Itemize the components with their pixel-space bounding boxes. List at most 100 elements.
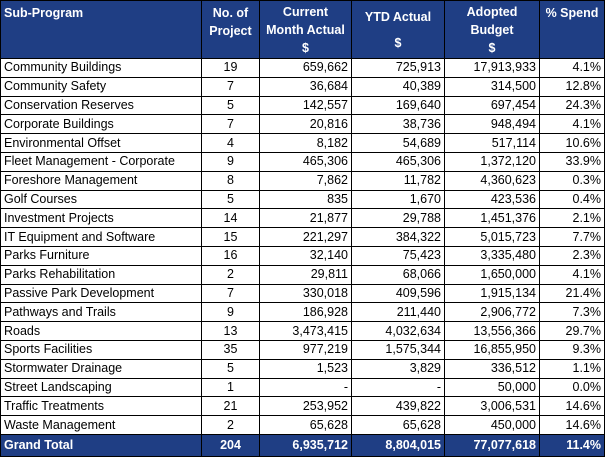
cell-adopted-budget: 3,335,480 (444, 245, 540, 266)
cell-percent-spend: 7.3% (539, 302, 605, 323)
table-row: Golf Courses 5 835 1,670 423,536 0.4% (0, 189, 605, 210)
cell-sub-program: Street Landscaping (0, 377, 202, 398)
cell-percent-spend: 7.7% (539, 227, 605, 247)
cell-adopted-budget: 3,006,531 (444, 396, 540, 417)
cell-sub-program: Parks Furniture (0, 245, 202, 266)
cell-percent-spend: 2.1% (539, 208, 605, 229)
cell-projects: 14 (201, 208, 260, 229)
table-row: Environmental Offset 4 8,182 54,689 517,114 1… (0, 133, 605, 153)
header-sub-program: Sub-Program (0, 0, 202, 59)
cell-ytd-actual: 38,736 (351, 114, 445, 135)
cell-current-month-actual: 659,662 (259, 58, 352, 78)
cell-percent-spend: 14.6% (539, 415, 605, 435)
cell-percent-spend: 24.3% (539, 95, 605, 116)
cell-projects: 5 (201, 358, 260, 379)
cell-ytd-actual: 211,440 (351, 302, 445, 323)
cell-ytd-actual: 169,640 (351, 95, 445, 116)
table-row: Parks Furniture 16 32,140 75,423 3,335,480 2.… (0, 245, 605, 266)
cell-current-month-actual: 186,928 (259, 302, 352, 323)
cell-percent-spend: 10.6% (539, 133, 605, 153)
cell-current-month-actual: 253,952 (259, 396, 352, 417)
cell-sub-program: Community Safety (0, 76, 202, 97)
cell-sub-program: Passive Park Development (0, 283, 202, 304)
cell-adopted-budget: 2,906,772 (444, 302, 540, 323)
cell-sub-program: Corporate Buildings (0, 114, 202, 135)
table-row: Street Landscaping 1- -50,000 0.0% (0, 377, 605, 398)
cell-percent-spend: 0.0% (539, 377, 605, 398)
cell-sub-program: Investment Projects (0, 208, 202, 229)
table-row: Community Safety 7 36,684 40,389 314,500 12.8… (0, 76, 605, 97)
cell-percent-spend: 4.1% (539, 264, 605, 285)
cell-sub-program: Golf Courses (0, 189, 202, 210)
cell-adopted-budget: 1,650,000 (444, 264, 540, 285)
cell-projects: 5 (201, 189, 260, 210)
cell-percent-spend: 1.1% (539, 358, 605, 379)
grand-total-ytd: 8,804,015 (351, 433, 445, 457)
cell-projects: 7 (201, 76, 260, 97)
cell-sub-program: IT Equipment and Software (0, 227, 202, 247)
header-current-line1: Current (282, 4, 329, 19)
cell-sub-program: Fleet Management - Corporate (0, 151, 202, 172)
cell-percent-spend: 4.1% (539, 58, 605, 78)
cell-projects: 9 (201, 151, 260, 172)
cell-current-month-actual: 835 (259, 189, 352, 210)
cell-projects: 9 (201, 302, 260, 323)
cell-adopted-budget: 1,451,376 (444, 208, 540, 229)
header-ytd-line1: YTD Actual (364, 9, 432, 24)
cell-sub-program: Parks Rehabilitation (0, 264, 202, 285)
cell-ytd-actual: 11,782 (351, 170, 445, 191)
cell-current-month-actual: - (259, 377, 352, 398)
cell-adopted-budget: 17,913,933 (444, 58, 540, 78)
cell-current-month-actual: 142,557 (259, 95, 352, 116)
table-row: Roads 13 3,473,415 4,032,634 13,556,366 29.7% (0, 321, 605, 341)
grand-total-budget: 77,077,618 (444, 433, 540, 457)
cell-current-month-actual: 20,816 (259, 114, 352, 135)
cell-sub-program: Community Buildings (0, 58, 202, 78)
cell-sub-program: Waste Management (0, 415, 202, 435)
header-current-unit: $ (302, 40, 309, 55)
cell-sub-program: Conservation Reserves (0, 95, 202, 116)
cell-projects: 8 (201, 170, 260, 191)
cell-sub-program: Traffic Treatments (0, 396, 202, 417)
cell-adopted-budget: 4,360,623 (444, 170, 540, 191)
cell-projects: 21 (201, 396, 260, 417)
cell-current-month-actual: 3,473,415 (259, 321, 352, 341)
cell-percent-spend: 29.7% (539, 321, 605, 341)
header-no-of-project-line1: No. of (212, 6, 249, 20)
table-row: Foreshore Management 8 7,862 11,782 4,360,62… (0, 170, 605, 191)
table-row: Stormwater Drainage 5 1,523 3,829 336,512 1.1… (0, 358, 605, 379)
cell-projects: 13 (201, 321, 260, 341)
cell-projects: 5 (201, 95, 260, 116)
grand-total-projects: 204 (201, 433, 260, 457)
header-adopted-line1: Adopted (466, 4, 518, 19)
cell-projects: 4 (201, 133, 260, 153)
table-row: Community Buildings 19 659,662 725,913 17,91… (0, 58, 605, 78)
cell-ytd-actual: 1,575,344 (351, 339, 445, 360)
cell-projects: 1 (201, 377, 260, 398)
header-adopted-unit: $ (488, 40, 496, 55)
table-row: Traffic Treatments 21 253,952 439,822 3,006,… (0, 396, 605, 417)
cell-current-month-actual: 21,877 (259, 208, 352, 229)
cell-projects: 15 (201, 227, 260, 247)
cell-adopted-budget: 450,000 (444, 415, 540, 435)
cell-percent-spend: 33.9% (539, 151, 605, 172)
cell-ytd-actual: 40,389 (351, 76, 445, 97)
table-row: Fleet Management - Corporate 9 465,306 465,… (0, 151, 605, 172)
cell-ytd-actual: 4,032,634 (351, 321, 445, 341)
cell-ytd-actual: 725,913 (351, 58, 445, 78)
cell-adopted-budget: 948,494 (444, 114, 540, 135)
table-row: Conservation Reserves 5 142,557 169,640 697,… (0, 95, 605, 116)
cell-current-month-actual: 330,018 (259, 283, 352, 304)
cell-adopted-budget: 50,000 (444, 377, 540, 398)
table-row: Corporate Buildings 7 20,816 38,736 948,494 4… (0, 114, 605, 135)
cell-ytd-actual: 54,689 (351, 133, 445, 153)
grand-total-row: Grand Total 204 6,935,712 8,804,015 77,0… (0, 433, 605, 457)
cell-sub-program: Pathways and Trails (0, 302, 202, 323)
header-current-month-actual: Current Month Actual $ (259, 0, 352, 59)
cell-projects: 35 (201, 339, 260, 360)
cell-adopted-budget: 697,454 (444, 95, 540, 116)
cell-adopted-budget: 13,556,366 (444, 321, 540, 341)
table-row: Passive Park Development 7 330,018 409,596 1… (0, 283, 605, 304)
